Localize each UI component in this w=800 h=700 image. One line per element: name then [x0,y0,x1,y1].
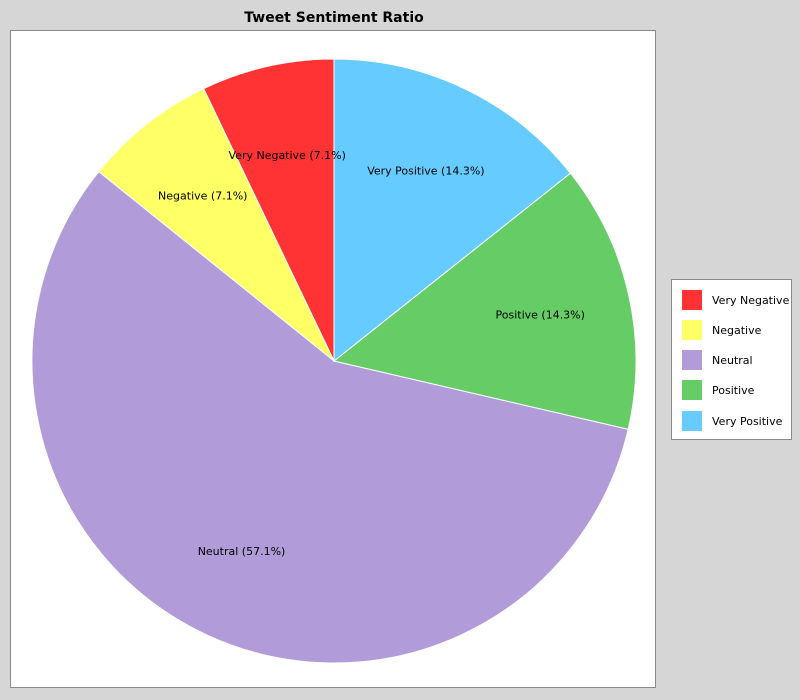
legend-label-very-negative: Very Negative [712,293,790,307]
legend-label-neutral: Neutral [712,353,753,367]
slice-label-very-positive: Very Positive (14.3%) [367,165,484,178]
legend-label-negative: Negative [712,323,762,337]
legend-item-positive: Positive [682,380,754,400]
legend-item-very-positive: Very Positive [682,411,782,431]
slice-label-very-negative: Very Negative (7.1%) [229,149,346,162]
slice-label-neutral: Neutral (57.1%) [198,545,286,558]
legend-item-neutral: Neutral [682,350,753,370]
pie-slice-neutral [31,170,629,664]
pie-slice-positive [332,172,637,430]
pie-slice-very-positive [333,58,572,363]
pie-slice-very-negative [202,58,335,362]
legend-item-negative: Negative [682,320,761,340]
legend-item-very-negative: Very Negative [682,290,789,310]
chart-title: Tweet Sentiment Ratio [244,10,424,26]
legend-label-positive: Positive [712,383,755,397]
legend-swatch-very-negative [682,290,702,310]
legend-swatch-very-positive [682,411,702,431]
pie-slice-negative [98,87,335,362]
plot-area: Very Negative (7.1%) Negative (7.1%) Neutr… [10,30,656,688]
legend-swatch-positive [682,380,702,400]
slice-label-positive: Positive (14.3%) [496,309,585,322]
legend: Very Negative Negative Neutral Positive … [671,279,792,440]
pie-chart: Very Negative (7.1%) Negative (7.1%) Neutr… [31,58,637,664]
legend-swatch-negative [682,320,702,340]
legend-label-very-positive: Very Positive [712,414,783,428]
slice-label-negative: Negative (7.1%) [158,189,247,202]
legend-swatch-neutral [682,350,702,370]
